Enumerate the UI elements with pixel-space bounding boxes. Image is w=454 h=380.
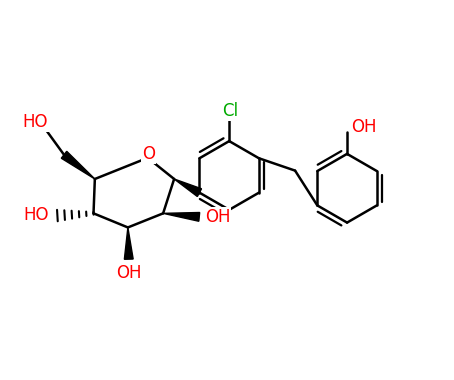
Text: OH: OH bbox=[351, 117, 376, 136]
Text: OH: OH bbox=[116, 264, 142, 282]
Polygon shape bbox=[61, 151, 95, 179]
Text: Cl: Cl bbox=[222, 102, 238, 120]
Text: O: O bbox=[142, 145, 155, 163]
Text: OH: OH bbox=[205, 208, 231, 226]
Text: HO: HO bbox=[24, 206, 49, 224]
Polygon shape bbox=[124, 228, 133, 259]
Polygon shape bbox=[163, 212, 200, 221]
Polygon shape bbox=[174, 179, 202, 196]
Text: HO: HO bbox=[23, 113, 48, 131]
